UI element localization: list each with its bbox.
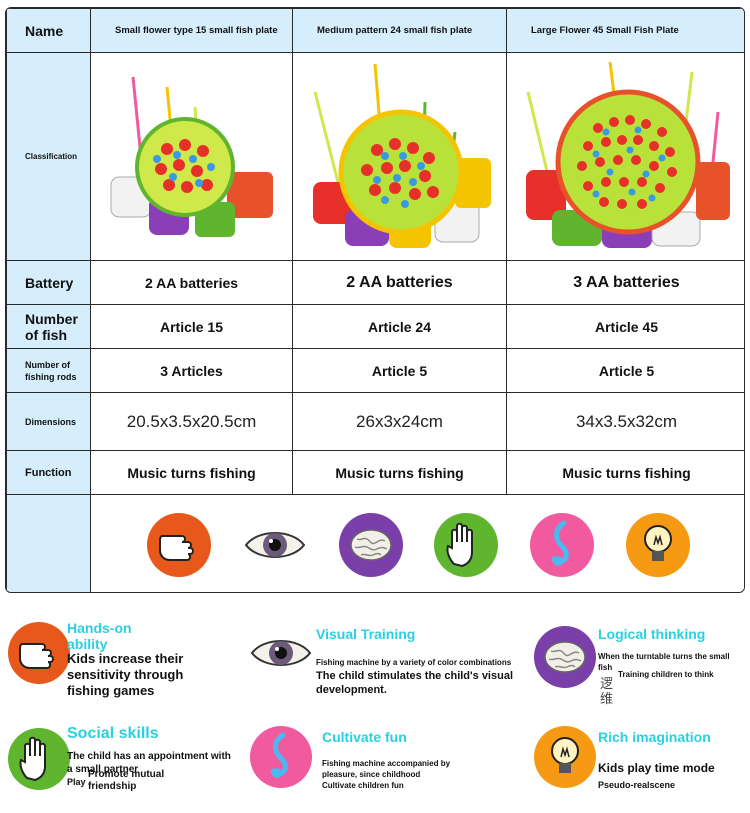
eye-icon bbox=[243, 513, 307, 577]
hands-on-title: Hands-on ability bbox=[67, 620, 147, 652]
product-image-small bbox=[91, 53, 293, 261]
skill-icons-strip bbox=[91, 495, 746, 594]
fishing-game-medium-image bbox=[305, 62, 495, 252]
column-header-medium: Medium pattern 24 small fish plate bbox=[293, 9, 507, 53]
fist-icon bbox=[147, 513, 211, 577]
imagination-title: Rich imagination bbox=[598, 729, 711, 745]
function-medium: Music turns fishing bbox=[293, 451, 507, 495]
hands-on-body: Kids increase their sensitivity through … bbox=[67, 651, 217, 699]
music-note-icon bbox=[530, 513, 594, 577]
rods-medium: Article 5 bbox=[293, 349, 507, 393]
fun-small-2: Cultivate children fun bbox=[322, 780, 482, 791]
dimensions-small: 20.5x3.5x20.5cm bbox=[91, 393, 293, 451]
number-of-fish-label: Number of fish bbox=[7, 305, 91, 349]
social-play: Play bbox=[67, 777, 87, 788]
icons-row-label bbox=[7, 495, 91, 594]
product-image-medium bbox=[293, 53, 507, 261]
battery-small: 2 AA batteries bbox=[91, 261, 293, 305]
eye-icon bbox=[250, 622, 312, 684]
music-note-icon bbox=[250, 726, 312, 788]
visual-title: Visual Training bbox=[316, 626, 415, 642]
fun-small: Fishing machine accompanied by pleasure,… bbox=[322, 758, 482, 780]
social-title: Social skills bbox=[67, 725, 159, 743]
visual-body: The child stimulates the child's visual … bbox=[316, 669, 542, 697]
name-header: Name bbox=[7, 9, 91, 53]
column-header-large: Large Flower 45 Small Fish Plate bbox=[507, 9, 746, 53]
fish-count-small: Article 15 bbox=[91, 305, 293, 349]
imagination-body: Kids play time mode bbox=[598, 760, 748, 776]
logical-stray-glyphs: 逻维 bbox=[600, 676, 620, 706]
classification-label: Classification bbox=[7, 53, 91, 261]
product-image-large bbox=[507, 53, 746, 261]
fish-count-medium: Article 24 bbox=[293, 305, 507, 349]
dimensions-large: 34x3.5x32cm bbox=[507, 393, 746, 451]
open-hand-icon bbox=[8, 728, 70, 790]
fish-count-large: Article 45 bbox=[507, 305, 746, 349]
function-large: Music turns fishing bbox=[507, 451, 746, 495]
fishing-game-large-image bbox=[522, 62, 732, 252]
fist-icon bbox=[8, 622, 70, 684]
rods-large: Article 5 bbox=[507, 349, 746, 393]
battery-label: Battery bbox=[7, 261, 91, 305]
logical-small-2: Training children to think bbox=[618, 669, 718, 680]
dimensions-medium: 26x3x24cm bbox=[293, 393, 507, 451]
battery-large: 3 AA batteries bbox=[507, 261, 746, 305]
fishing-rods-label: Number of fishing rods bbox=[7, 349, 91, 393]
function-label: Function bbox=[7, 451, 91, 495]
lightbulb-icon bbox=[626, 513, 690, 577]
imagination-small: Pseudo-realscene bbox=[598, 780, 738, 791]
brain-icon bbox=[339, 513, 403, 577]
logical-title: Logical thinking bbox=[598, 626, 705, 642]
function-small: Music turns fishing bbox=[91, 451, 293, 495]
battery-medium: 2 AA batteries bbox=[293, 261, 507, 305]
visual-small: Fishing machine by a variety of color co… bbox=[316, 657, 536, 668]
fishing-game-small-image bbox=[107, 67, 277, 247]
open-hand-icon bbox=[434, 513, 498, 577]
rods-small: 3 Articles bbox=[91, 349, 293, 393]
lightbulb-icon bbox=[534, 726, 596, 788]
fun-title: Cultivate fun bbox=[322, 729, 407, 745]
brain-icon bbox=[534, 626, 596, 688]
column-header-small: Small flower type 15 small fish plate bbox=[91, 9, 293, 53]
dimensions-label: Dimensions bbox=[7, 393, 91, 451]
comparison-table: Name Small flower type 15 small fish pla… bbox=[5, 7, 745, 593]
social-body: Promote mutual friendship bbox=[88, 769, 198, 793]
